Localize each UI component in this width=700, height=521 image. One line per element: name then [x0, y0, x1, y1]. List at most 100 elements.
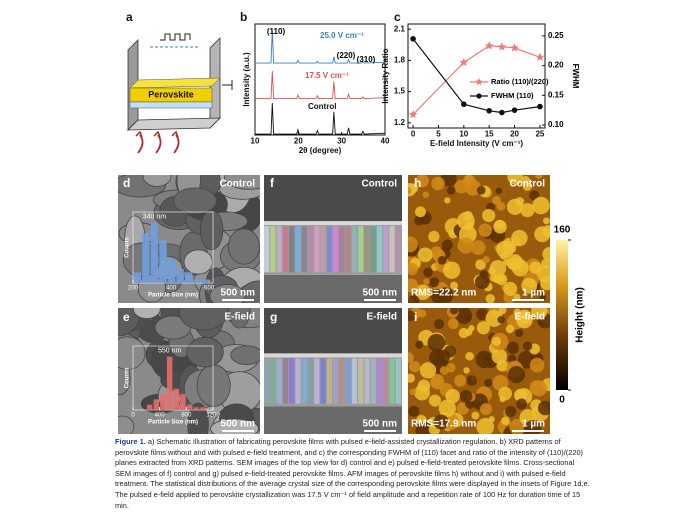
bar: [200, 407, 206, 410]
column-grain: [370, 226, 376, 273]
afm-grain: [436, 287, 454, 303]
bar: [150, 222, 159, 283]
x-tick-label: 10: [459, 130, 468, 139]
x-tick-label: 400: [166, 285, 177, 291]
grain: [230, 345, 260, 365]
section-substrate: [264, 274, 402, 303]
afm-grain: [488, 416, 495, 423]
afm-grain: [422, 191, 430, 199]
column-grain: [307, 226, 314, 273]
afm-grain: [427, 333, 446, 352]
y2-axis-label: FWHM: [571, 64, 580, 89]
panel-label: c: [394, 10, 401, 24]
grain: [228, 308, 251, 329]
column-grain: [358, 358, 364, 404]
scale-label: 500 nm: [363, 419, 398, 430]
x-tick-label: 0: [411, 130, 416, 139]
afm-grain: [429, 277, 440, 288]
column-grain: [301, 358, 307, 404]
column-grain: [389, 226, 395, 273]
afm-grain: [531, 308, 548, 320]
plot-frame: [254, 23, 386, 136]
afm-grain: [408, 405, 420, 417]
scale-label: 500 nm: [221, 288, 256, 299]
afm-grain: [476, 418, 495, 434]
column-grain: [358, 226, 364, 273]
x-tick-label: 800: [181, 412, 192, 418]
figure: Perovskite Control 500 nm Control 500 nm Con…: [118, 10, 586, 434]
afm-grain: [511, 229, 528, 247]
section-edge: [264, 353, 402, 358]
peak-label: (310): [357, 55, 376, 64]
image-label: Control: [219, 179, 255, 190]
afm-grain: [433, 414, 449, 430]
legend-marker: [476, 93, 482, 99]
afm-grain: [437, 255, 447, 265]
afm-grain: [444, 197, 451, 204]
afm-grain: [506, 198, 524, 216]
column-grain: [339, 226, 345, 273]
afm-grain: [423, 278, 430, 285]
scale-label: 1 µm: [522, 419, 545, 430]
series-label: 25.0 V cm⁻¹: [320, 31, 364, 40]
afm-grain: [415, 340, 424, 349]
afm-grain: [513, 388, 527, 402]
colorbar: [556, 240, 568, 390]
y2-tick-label: 0.25: [548, 31, 564, 40]
series-line: [255, 71, 386, 100]
grain: [118, 415, 135, 434]
afm-grain: [493, 220, 507, 234]
afm-grain: [457, 237, 475, 254]
afm-grain: [485, 309, 503, 327]
x-tick-label: 1200: [206, 412, 220, 418]
afm-grain: [438, 399, 456, 418]
series-line: [412, 38, 540, 114]
column-grain: [307, 358, 314, 404]
y2-tick-label: 0.20: [548, 61, 564, 70]
afm-grain: [414, 284, 431, 300]
point: [484, 41, 494, 50]
colorbar-tick-label: 0: [559, 395, 565, 406]
schematic-label: Perovskite: [148, 89, 194, 99]
y2-tick-label: 0.15: [548, 90, 564, 99]
afm-grain: [417, 379, 431, 393]
section-top: [264, 308, 402, 356]
afm-grain: [529, 357, 545, 373]
series-line: [412, 45, 541, 115]
micrograph: [264, 175, 402, 303]
plot-frame: [407, 23, 546, 129]
legend-label: FWHM (110): [491, 91, 534, 100]
point: [499, 109, 505, 116]
afm-grain: [507, 354, 517, 363]
micrograph: [408, 175, 550, 303]
afm-grain: [534, 175, 543, 179]
point: [410, 36, 416, 42]
afm-grain: [417, 247, 433, 263]
afm-grain: [476, 185, 486, 195]
afm-grain: [507, 175, 524, 185]
afm-grain: [429, 349, 446, 366]
afm-grain: [520, 203, 535, 218]
bar: [133, 272, 141, 283]
y-axis-label: Intensity Ratio: [381, 48, 390, 103]
afm-grain: [495, 187, 503, 195]
column-grain: [376, 226, 383, 273]
column-grain: [270, 358, 276, 404]
bar: [202, 279, 210, 283]
bar: [153, 399, 160, 410]
column-grain: [282, 226, 289, 273]
grain: [200, 209, 224, 251]
column-grain: [282, 358, 289, 404]
afm-grain: [498, 386, 512, 401]
afm-grain: [505, 406, 517, 418]
panel-label: d: [123, 176, 130, 190]
column-grain: [389, 358, 395, 404]
panel-label: b: [240, 10, 247, 24]
afm-grain: [445, 388, 460, 404]
afm-grain: [430, 375, 445, 390]
caption-text: a) Schematic illustration of fabricating…: [115, 437, 590, 510]
afm-grain: [459, 389, 473, 403]
y-axis-label: Counts: [125, 367, 131, 388]
afm-grain: [466, 375, 478, 386]
afm-grain: [428, 394, 442, 407]
